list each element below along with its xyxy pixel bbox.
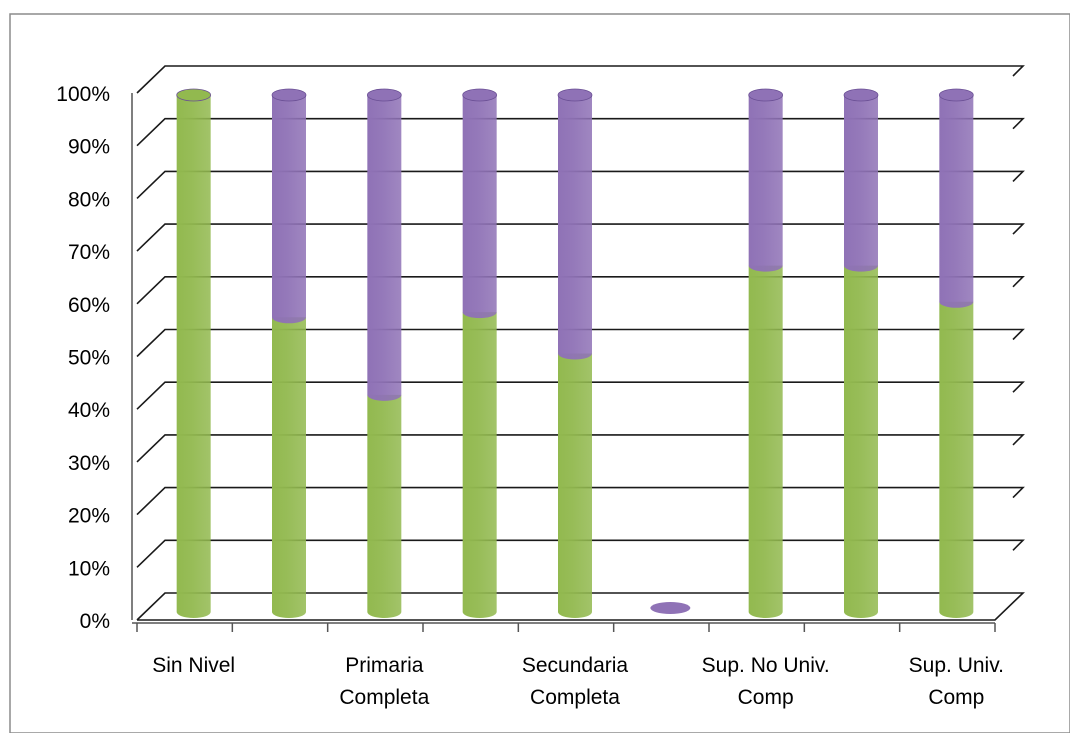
y-tick-label: 30% [68,452,110,475]
y-tick-label: 50% [68,347,110,370]
bar-primaria-incompleta [271,88,307,618]
x-category-label: Sin Nivel [152,654,235,677]
bar-segment-series-1 [367,394,402,618]
bar-sup-no-univ-comp [748,88,784,618]
gridline-20pct [136,486,1025,516]
chart-outer-frame [9,13,1070,733]
gridline-50pct [136,328,1025,358]
bar-segment-series-2 [367,95,402,401]
gridline-40pct [136,381,1025,410]
bars-layer [176,88,974,618]
y-tick-label: 20% [68,505,110,528]
gridline-80pct [136,170,1025,199]
bar-segment-series-1 [939,301,974,618]
bar-segment-series-2 [272,95,306,324]
bar-top-cap [271,88,307,102]
x-category-label: Secundaria Completa [522,654,629,709]
bar-segment-series-1 [462,312,497,618]
bar-segment-series-2 [939,95,974,308]
y-tick-label: 70% [68,241,110,264]
y-tick-label: 40% [68,399,110,422]
bar-sup-no-univ-incomp [650,602,691,614]
bar-segment-series-1 [748,265,783,618]
gridline-90pct [136,117,1025,147]
bar-secundaria-completa [557,88,593,618]
x-category-label: Sup. Univ. Comp [909,654,1004,709]
bar-segment-series-1 [272,317,306,618]
bar-top-cap [462,88,498,102]
bar-secundaria-incompleta [462,88,498,618]
gridline-10pct [136,539,1025,568]
y-tick-label: 10% [68,557,110,580]
bar-top-cap [366,88,402,102]
bar-segment-series-1 [558,353,592,618]
grid-layer [136,65,1025,621]
y-tick-label: 100% [56,83,110,106]
bar-top-cap [938,88,974,102]
y-tick-label: 90% [68,136,110,159]
bar-segment-series-2 [748,95,783,272]
bar-segment-series-1 [176,95,211,618]
gridline-60pct [136,276,1025,305]
bar-segment-series-2 [844,95,878,272]
x-category-label: Sup. No Univ. Comp [702,654,830,709]
bar-sup-univ-comp [938,88,974,618]
gridline-30pct [136,434,1025,463]
bar-primaria-completa [366,88,402,618]
y-tick-label: 60% [68,294,110,317]
gridline-70pct [136,223,1025,252]
gridline-0pct [136,592,1025,621]
bar-sin-nivel [176,88,212,618]
bar-top-cap [748,88,784,102]
bar-top-cap [557,88,593,102]
y-tick-label: 0% [80,610,110,633]
bar-segment-series-2 [558,95,592,360]
bar-top-cap [176,88,212,102]
y-tick-label: 80% [68,188,110,211]
x-category-label: Primaria Completa [339,654,429,709]
gridline-100pct [136,65,1025,94]
bar-segment-series-1 [844,265,878,618]
bar-sup-univ-incomp [843,88,879,618]
axis-layer [131,93,996,632]
labels-layer: 0% 10% 20% 30% 40% 50% 60% 70% 80% 90% 100% Sin Niv… [56,83,1004,709]
bar-segment-series-2 [462,95,497,319]
bar-top-cap [843,88,879,102]
bar-empty-base [650,602,691,614]
